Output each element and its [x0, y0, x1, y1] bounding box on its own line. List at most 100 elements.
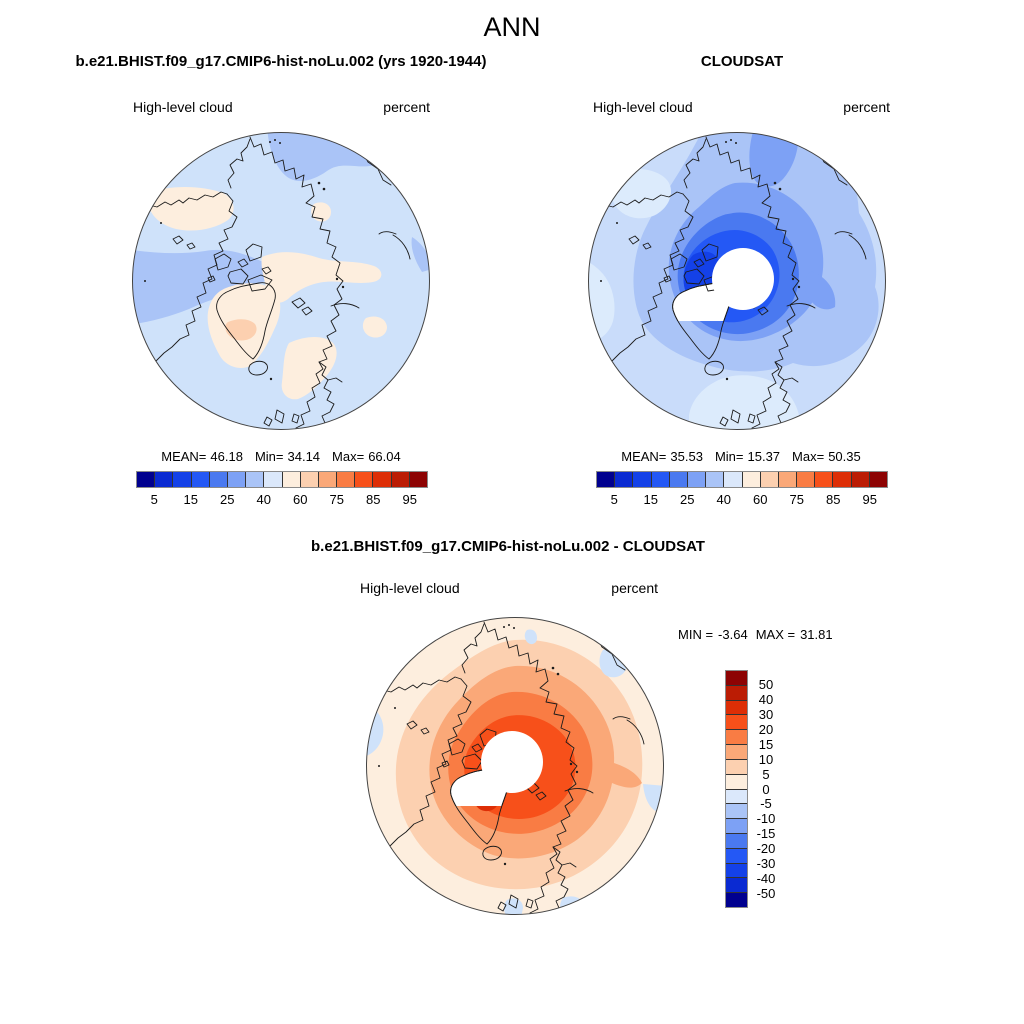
- colorbar-cell: [173, 472, 192, 487]
- colorbar-tick-label: 25: [220, 492, 235, 507]
- colorbar-value-label: 15: [758, 736, 774, 752]
- colorbar-tick-label: 85: [826, 492, 841, 507]
- obs-stats-line: MEAN= 35.53 Min= 15.37 Max= 50.35: [491, 449, 991, 464]
- colorbar-cell: [633, 472, 652, 487]
- colorbar-cell: [227, 472, 247, 487]
- colorbar-tick-label: 15: [643, 492, 658, 507]
- colorbar-value-label: -30: [756, 855, 776, 871]
- colorbar-cell: [726, 848, 747, 864]
- colorbar-value-label: -40: [756, 870, 776, 886]
- colorbar-cell: [726, 833, 747, 849]
- min-value: 15.37: [747, 449, 781, 464]
- colorbar-cell: [155, 472, 174, 487]
- obs-colorbar: [596, 471, 888, 488]
- colorbar-cell: [726, 715, 747, 731]
- diff-colorbar: [725, 670, 748, 908]
- colorbar-cell: [742, 472, 761, 487]
- diff-map-fills: [366, 617, 664, 915]
- obs-map: [588, 132, 886, 430]
- model-field-label: High-level cloud: [133, 99, 233, 115]
- diff-map-rim: [366, 617, 664, 915]
- colorbar-value-label: 50: [758, 677, 774, 693]
- mean-label: MEAN=: [621, 449, 667, 464]
- colorbar-cell: [615, 472, 634, 487]
- colorbar-cell: [726, 878, 747, 894]
- colorbar-cell: [726, 789, 747, 805]
- obs-units-label: percent: [843, 99, 890, 115]
- colorbar-cell: [869, 472, 887, 487]
- mean-value: 46.18: [210, 449, 243, 464]
- colorbar-cell: [318, 472, 338, 487]
- colorbar-value-label: -10: [756, 811, 776, 827]
- colorbar-cell: [391, 472, 410, 487]
- colorbar-tick-label: 25: [680, 492, 695, 507]
- colorbar-value-label: 30: [758, 707, 774, 723]
- colorbar-value-label: 10: [758, 751, 774, 767]
- colorbar-cell: [706, 472, 725, 487]
- max-label: MAX =: [755, 627, 796, 642]
- diff-panel-title: b.e21.BHIST.f09_g17.CMIP6-hist-noLu.002 …: [311, 538, 705, 555]
- model-panel-title: b.e21.BHIST.f09_g17.CMIP6-hist-noLu.002 …: [75, 53, 487, 70]
- min-label: MIN =: [678, 627, 714, 642]
- colorbar-cell: [246, 472, 265, 487]
- colorbar-cell: [726, 745, 747, 760]
- colorbar-tick-label: 75: [789, 492, 804, 507]
- colorbar-cell: [726, 730, 747, 746]
- colorbar-tick-label: 5: [150, 492, 158, 507]
- obs-pole-hole: [712, 248, 774, 310]
- diff-map: [366, 617, 664, 915]
- diff-units-label: percent: [611, 580, 658, 596]
- colorbar-value-label: 0: [762, 781, 770, 797]
- colorbar-value-label: 5: [762, 766, 770, 782]
- obs-colorbar-ticks: 5 15 25 40 60 75 85 95: [596, 492, 888, 508]
- max-label: Max=: [792, 449, 825, 464]
- colorbar-cell: [726, 685, 747, 701]
- min-value: -3.64: [718, 627, 748, 642]
- obs-map-rim: [588, 132, 886, 430]
- colorbar-cell: [778, 472, 798, 487]
- obs-field-label: High-level cloud: [593, 99, 693, 115]
- colorbar-cell: [191, 472, 210, 487]
- max-label: Max=: [332, 449, 365, 464]
- colorbar-cell: [409, 472, 427, 487]
- colorbar-cell: [726, 819, 747, 834]
- colorbar-cell: [373, 472, 392, 487]
- min-value: 34.14: [287, 449, 321, 464]
- mean-label: MEAN=: [161, 449, 207, 464]
- colorbar-tick-label: 95: [862, 492, 877, 507]
- colorbar-cell: [264, 472, 283, 487]
- colorbar-cell: [726, 700, 747, 716]
- colorbar-value-label: -15: [756, 826, 776, 842]
- model-stats-line: MEAN= 46.18 Min= 34.14 Max= 66.04: [31, 449, 531, 464]
- model-colorbar-ticks: 5 15 25 40 60 75 85 95: [136, 492, 428, 508]
- colorbar-cell: [355, 472, 374, 487]
- colorbar-tick-label: 60: [293, 492, 308, 507]
- colorbar-cell: [669, 472, 688, 487]
- max-value: 50.35: [828, 449, 861, 464]
- colorbar-cell: [726, 671, 747, 686]
- model-map: [132, 132, 430, 430]
- colorbar-cell: [726, 804, 747, 820]
- colorbar-cell: [760, 472, 779, 487]
- diff-pole-hole: [481, 731, 543, 793]
- colorbar-cell: [797, 472, 816, 487]
- colorbar-tick-label: 5: [610, 492, 618, 507]
- page-title: ANN: [483, 12, 541, 42]
- max-value: 31.81: [800, 627, 833, 642]
- colorbar-tick-label: 15: [183, 492, 198, 507]
- colorbar-value-label: -20: [756, 841, 776, 856]
- colorbar-cell: [815, 472, 834, 487]
- colorbar-cell: [137, 472, 156, 487]
- model-units-label: percent: [383, 99, 430, 115]
- colorbar-value-label: -5: [760, 796, 772, 812]
- min-label: Min=: [254, 449, 284, 464]
- max-value: 66.04: [368, 449, 401, 464]
- colorbar-cell: [726, 759, 747, 775]
- colorbar-cell: [597, 472, 616, 487]
- model-map-rim: [132, 132, 430, 430]
- colorbar-cell: [726, 893, 747, 907]
- colorbar-cell: [209, 472, 228, 487]
- colorbar-cell: [282, 472, 301, 487]
- obs-panel-title: CLOUDSAT: [700, 53, 784, 70]
